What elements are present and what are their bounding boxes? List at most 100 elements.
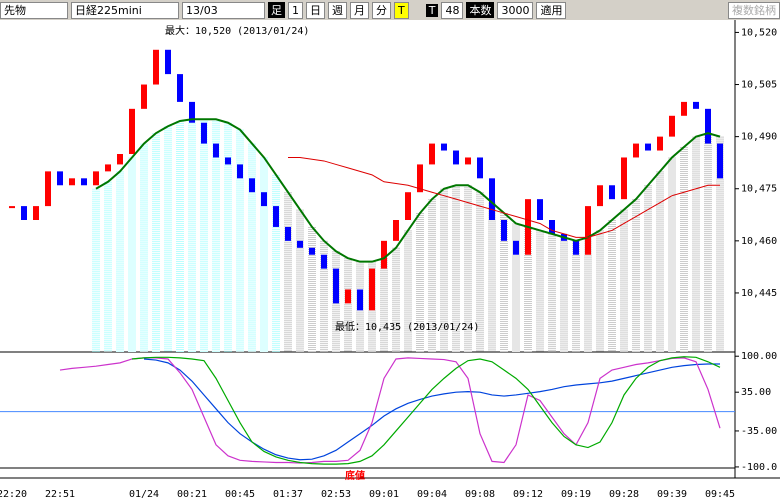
y-tick-label: 100.00 [741,351,777,362]
candle [9,206,15,209]
candle [513,240,519,255]
candle [165,49,171,75]
moving-average [95,118,721,263]
count-value[interactable]: 3000 [497,1,534,19]
candle [285,226,291,241]
y-tick-label: -100.0 [741,462,777,473]
candle [717,143,723,179]
candle [669,115,675,137]
contract-select[interactable]: 13/03 [182,1,265,19]
candle [537,199,543,220]
candle [657,136,663,151]
candle [633,143,639,158]
candle [273,206,279,227]
x-tick-label: 00:21 [177,489,207,500]
candle [549,220,555,234]
market-select[interactable]: 先物 [0,1,68,19]
x-tick-label: 09:28 [609,489,639,500]
t-value[interactable]: 48 [441,1,464,19]
x-tick-label: 09:01 [369,489,399,500]
candle [681,101,687,116]
candle [21,206,27,220]
candle [345,289,351,304]
x-tick-label: 22:51 [45,489,75,500]
candle [645,143,651,151]
period[interactable]: 分 [372,1,391,19]
candle [465,157,471,165]
x-tick-label: 09:04 [417,489,447,500]
candle [321,254,327,269]
chart: 10,520 10,505 10,490 10,475 10,460 10,445 最大：1… [0,20,780,500]
candle [609,185,615,200]
period[interactable]: 週 [328,1,347,19]
candle [33,206,39,220]
candle [225,157,231,165]
candle [705,108,711,144]
candle [693,101,699,109]
oscillator-line [59,357,721,464]
candle [369,268,375,311]
candle [621,157,627,200]
x-tick-label: 09:12 [513,489,543,500]
candle [177,74,183,102]
candle [213,143,219,158]
y-tick-label: 10,505 [741,80,777,91]
candle [417,164,423,193]
candle [441,143,447,151]
x-tick-label: 09:39 [657,489,687,500]
candle [57,171,63,186]
x-tick-label: 09:45 [705,489,735,500]
y-tick-label: 10,490 [741,132,777,143]
candle [237,164,243,179]
candle [405,192,411,220]
candle [585,206,591,255]
candle [261,192,267,207]
candle [393,220,399,241]
apply-button[interactable]: 適用 [536,1,567,19]
candle [297,240,303,248]
candle [357,289,363,311]
y-tick-label: 10,460 [741,236,777,247]
bar-size[interactable]: 1 [288,1,303,19]
x-tick-label: 01:37 [273,489,303,500]
candle [333,268,339,304]
y-tick-label: -35.00 [741,426,777,437]
oscillator-line [143,358,720,461]
candle [105,164,111,172]
candle [45,171,51,207]
oscillator-line [131,356,721,465]
candle [189,101,195,123]
period[interactable]: 日 [306,1,325,19]
period[interactable]: 月 [350,1,369,19]
candle [309,247,315,255]
y-tick-label: 10,475 [741,184,777,195]
candle [153,49,159,85]
x-tick-label: 01/24 [129,489,159,500]
candle [141,84,147,109]
moving-average [288,156,720,238]
x-tick-label: 09:19 [561,489,591,500]
candle [129,108,135,154]
multi-button[interactable]: 複数銘柄 [728,1,780,19]
candle [573,240,579,255]
candle [117,154,123,165]
x-tick-label: 02:53 [321,489,351,500]
candle [489,178,495,220]
x-tick-label: 22:20 [0,489,27,500]
y-tick-label: 10,520 [741,27,777,38]
count-label: 本数 [466,2,495,18]
symbol-select[interactable]: 日経225mini [71,1,179,19]
candle [477,157,483,179]
x-tick-label: 00:45 [225,489,255,500]
candle [69,178,75,186]
candle [453,150,459,165]
candle [429,143,435,165]
candle [501,220,507,241]
candle [81,178,87,186]
x-tick-label: 09:08 [465,489,495,500]
bar-label: 足 [268,2,285,18]
t-button[interactable]: T [394,1,409,19]
toolbar: 先物 日経225mini 13/03 足 1 日 週 月 分 T T 48 本数… [0,0,780,20]
bottom-annotation: 底値 [345,469,365,482]
